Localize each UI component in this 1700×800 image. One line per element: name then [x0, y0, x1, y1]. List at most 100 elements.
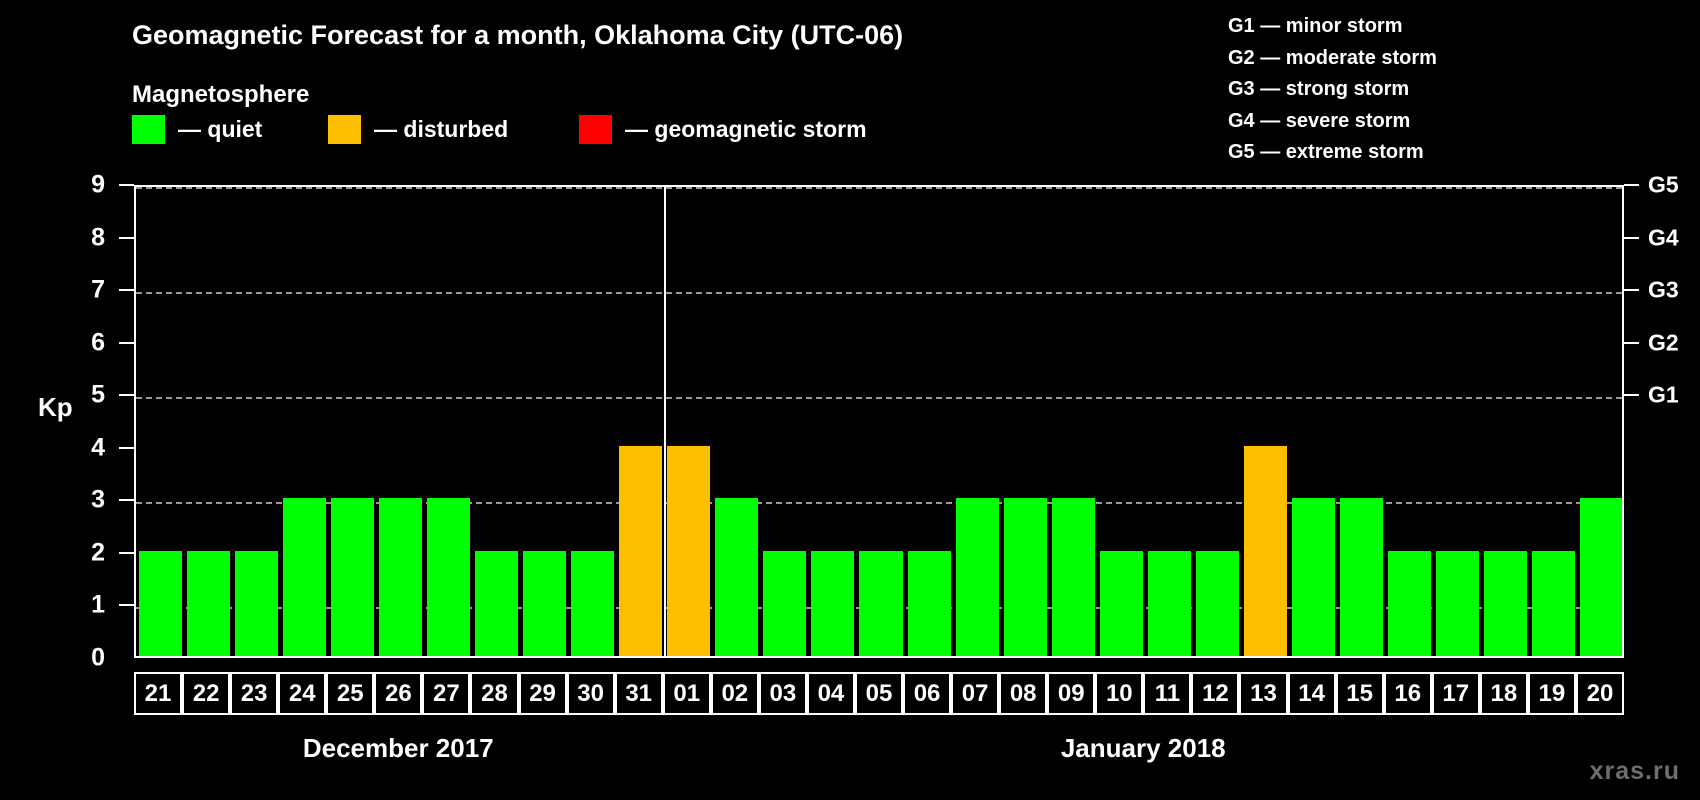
legend-swatch-quiet	[132, 114, 165, 144]
date-label-21: 21	[134, 672, 183, 715]
g-scale-line-1: G1 — minor storm	[1228, 15, 1403, 37]
y-tick-label-1: 1	[91, 590, 105, 619]
date-label-22: 22	[182, 672, 231, 715]
bar-28	[474, 550, 518, 656]
g-tick-mark-G3	[1624, 289, 1639, 292]
date-label-29: 29	[518, 672, 567, 715]
legend-item-quiet: — quiet	[132, 114, 263, 144]
legend-label-quiet: — quiet	[178, 115, 263, 142]
bar-03	[763, 550, 807, 656]
y-axis: 0 1 2 3 4 5 6 7 8 9	[0, 171, 134, 672]
date-label-17: 17	[1431, 672, 1480, 715]
date-label-13: 13	[1239, 672, 1288, 715]
date-label-09: 09	[1047, 672, 1096, 715]
date-label-23: 23	[230, 672, 279, 715]
date-label-12: 12	[1191, 672, 1240, 715]
bar-10	[1099, 550, 1143, 656]
y-tick-mark-7	[119, 289, 134, 292]
gridline-kp-9	[136, 187, 1622, 189]
date-label-07: 07	[951, 672, 1000, 715]
date-label-08: 08	[999, 672, 1048, 715]
date-label-15: 15	[1335, 672, 1384, 715]
bar-29	[523, 550, 567, 656]
bar-14	[1292, 498, 1336, 656]
g-tick-mark-G4	[1624, 236, 1639, 239]
date-label-24: 24	[278, 672, 327, 715]
watermark: xras.ru	[1589, 757, 1680, 785]
date-label-30: 30	[566, 672, 615, 715]
y-tick-label-4: 4	[91, 433, 105, 462]
y-tick-mark-6	[119, 341, 134, 344]
bar-01	[667, 445, 711, 656]
month-label-1: January 2018	[1060, 733, 1226, 763]
g-scale-line-3: G3 — strong storm	[1228, 78, 1410, 100]
date-label-20: 20	[1575, 672, 1624, 715]
gridline-kp-5	[136, 397, 1622, 400]
bar-27	[426, 498, 470, 656]
y-axis-title: Kp	[38, 392, 73, 422]
g-tick-label-G2: G2	[1648, 329, 1679, 356]
page-title: Geomagnetic Forecast for a month, Oklaho…	[132, 20, 904, 50]
gridline-kp-7	[136, 292, 1622, 295]
bar-19	[1532, 550, 1576, 656]
date-label-03: 03	[758, 672, 807, 715]
y-tick-label-8: 8	[91, 223, 105, 252]
date-label-18: 18	[1479, 672, 1528, 715]
bar-08	[1003, 498, 1047, 656]
bar-22	[186, 550, 230, 656]
bars-layer	[136, 187, 1622, 656]
bar-02	[715, 498, 759, 656]
bar-13	[1243, 445, 1288, 656]
bar-30	[571, 550, 615, 656]
y-tick-mark-2	[119, 551, 134, 554]
bar-05	[859, 550, 903, 656]
y-tick-label-9: 9	[91, 170, 105, 199]
legend-label-storm: — geomagnetic storm	[625, 115, 867, 142]
date-label-16: 16	[1383, 672, 1432, 715]
g-scale-legend: G1 — minor storm G2 — moderate storm G3 — …	[1228, 11, 1437, 169]
g-tick-label-G1: G1	[1648, 381, 1679, 408]
bar-07	[955, 498, 999, 656]
month-label-0: December 2017	[302, 733, 494, 763]
y-tick-mark-9	[119, 184, 134, 186]
y-tick-mark-5	[119, 394, 134, 397]
y-tick-label-3: 3	[91, 485, 105, 514]
bar-20	[1580, 498, 1622, 656]
legend-swatch-disturbed	[328, 114, 361, 144]
g-tick-mark-G1	[1624, 394, 1639, 397]
date-label-28: 28	[470, 672, 519, 715]
legend-item-storm: — geomagnetic storm	[579, 114, 867, 144]
date-label-26: 26	[374, 672, 423, 715]
g-scale-line-2: G2 — moderate storm	[1228, 46, 1437, 69]
y-tick-label-5: 5	[91, 380, 105, 409]
y-tick-label-2: 2	[91, 538, 105, 567]
bar-12	[1195, 550, 1239, 656]
bar-11	[1147, 550, 1191, 656]
date-label-02: 02	[710, 672, 759, 715]
date-label-14: 14	[1287, 672, 1336, 715]
g-scale-line-5: G5 — extreme storm	[1228, 141, 1424, 163]
bar-09	[1051, 498, 1095, 656]
month-divider	[663, 187, 666, 656]
y-tick-mark-8	[119, 236, 134, 239]
bar-25	[330, 498, 374, 656]
date-label-27: 27	[422, 672, 471, 715]
bar-18	[1484, 550, 1528, 656]
bar-23	[234, 550, 278, 656]
date-label-05: 05	[854, 672, 904, 715]
bar-04	[811, 550, 855, 656]
bar-06	[907, 550, 951, 656]
y-tick-mark-3	[119, 499, 134, 502]
bar-21	[138, 550, 182, 656]
date-label-04: 04	[806, 672, 855, 715]
date-label-06: 06	[903, 672, 952, 715]
legend-swatch-storm	[579, 114, 612, 144]
g-axis: G1 G2 G3 G4 G5	[1624, 172, 1700, 658]
g-tick-mark-G5	[1624, 184, 1639, 186]
y-tick-label-7: 7	[91, 275, 105, 304]
g-tick-mark-G2	[1624, 341, 1639, 344]
date-label-31: 31	[614, 672, 663, 715]
y-tick-label-6: 6	[91, 328, 105, 357]
bar-17	[1436, 550, 1480, 656]
date-label-19: 19	[1527, 672, 1576, 715]
